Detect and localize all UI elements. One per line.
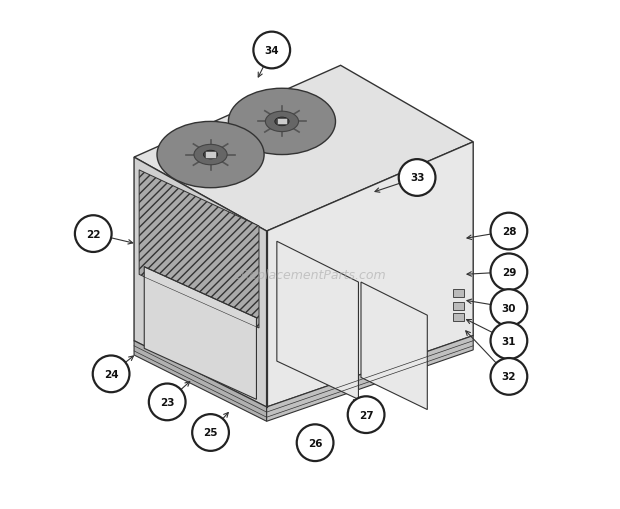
Polygon shape (205, 152, 216, 158)
Circle shape (490, 213, 527, 250)
Polygon shape (134, 341, 267, 421)
Text: 32: 32 (502, 372, 516, 382)
Text: eReplacementParts.com: eReplacementParts.com (234, 268, 386, 281)
Circle shape (490, 323, 527, 359)
Text: 33: 33 (410, 173, 424, 183)
Text: 27: 27 (359, 410, 373, 420)
Circle shape (149, 384, 185, 420)
Polygon shape (277, 242, 358, 400)
Circle shape (297, 425, 334, 461)
Polygon shape (267, 143, 473, 407)
Text: 28: 28 (502, 227, 516, 237)
Text: 22: 22 (86, 229, 100, 239)
Circle shape (490, 254, 527, 291)
Polygon shape (134, 158, 267, 407)
Circle shape (399, 160, 435, 196)
Ellipse shape (203, 151, 218, 160)
Bar (453, 302, 464, 310)
Ellipse shape (157, 122, 264, 188)
Text: 34: 34 (265, 46, 279, 56)
Ellipse shape (194, 145, 227, 165)
Text: 26: 26 (308, 438, 322, 448)
Text: 24: 24 (104, 369, 118, 379)
Polygon shape (267, 336, 473, 421)
Bar (453, 314, 464, 322)
Polygon shape (144, 267, 257, 400)
Circle shape (490, 290, 527, 326)
Circle shape (93, 356, 130, 392)
Text: 29: 29 (502, 267, 516, 277)
Text: 25: 25 (203, 428, 218, 438)
Text: 30: 30 (502, 303, 516, 313)
Polygon shape (139, 171, 259, 328)
Circle shape (75, 216, 112, 252)
Ellipse shape (228, 89, 335, 155)
Circle shape (254, 33, 290, 69)
Bar (453, 290, 464, 298)
Text: 23: 23 (160, 397, 174, 407)
Polygon shape (134, 66, 473, 232)
Polygon shape (277, 119, 287, 125)
Text: 31: 31 (502, 336, 516, 346)
Circle shape (490, 358, 527, 395)
Circle shape (348, 397, 384, 433)
Circle shape (192, 414, 229, 451)
Polygon shape (361, 282, 427, 410)
Ellipse shape (275, 118, 289, 126)
Ellipse shape (265, 112, 298, 132)
